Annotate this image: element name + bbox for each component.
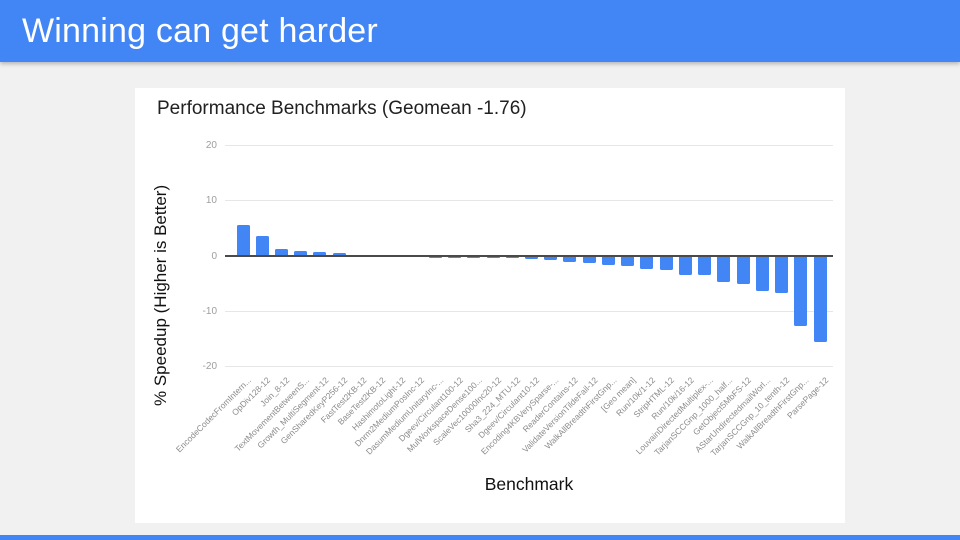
bar (794, 256, 808, 326)
y-tick-label: 10 (205, 195, 217, 207)
gridline (225, 310, 833, 312)
gridline (225, 366, 833, 367)
bar (544, 256, 558, 261)
y-axis-title: % Speedup (Higher is Better) (151, 184, 170, 406)
bar (678, 256, 692, 275)
slide-header: Winning can get harder (0, 0, 960, 62)
bar (236, 225, 250, 256)
bar (582, 256, 596, 264)
slide-title: Winning can get harder (22, 11, 378, 50)
gridline (225, 200, 833, 202)
zero-baseline (225, 254, 833, 257)
bar (659, 256, 673, 271)
chart-title: Performance Benchmarks (Geomean -1.76) (157, 98, 527, 119)
chart-card: Performance Benchmarks (Geomean -1.76) %… (135, 88, 845, 523)
bar (332, 253, 346, 256)
bar (486, 256, 500, 258)
gridline (225, 145, 833, 146)
bar (736, 256, 750, 285)
bar (525, 256, 538, 260)
bar (255, 235, 269, 256)
bar (755, 256, 769, 292)
bar (467, 256, 481, 258)
y-tick-label: -10 (202, 305, 217, 317)
bar (698, 256, 712, 276)
bar (274, 249, 288, 256)
bar (601, 256, 615, 266)
bar (313, 252, 327, 256)
bar (775, 256, 789, 293)
y-tick-label: -20 (202, 361, 217, 372)
bar (621, 256, 635, 267)
footer-accent-bar (0, 535, 960, 540)
x-axis-title: Benchmark (484, 474, 574, 494)
y-tick-label: 0 (211, 250, 217, 262)
y-tick-label: 20 (205, 140, 217, 151)
bar (640, 256, 654, 269)
bar (294, 250, 308, 256)
bar (505, 256, 519, 259)
bar (813, 256, 827, 342)
plot-area: 20 10 0 -10 -20 EncodeCodecFromIntern... OpDiv… (174, 140, 833, 458)
bar (563, 256, 577, 263)
bar (717, 256, 731, 283)
